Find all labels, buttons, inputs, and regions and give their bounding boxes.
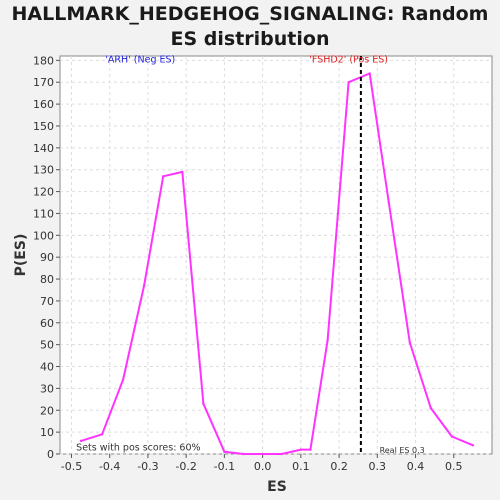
y-tick-label: 70: [40, 295, 54, 308]
x-tick-label: -0.4: [99, 460, 120, 473]
y-tick-label: 100: [33, 229, 54, 242]
y-tick-label: 110: [33, 207, 54, 220]
data-point: [202, 402, 205, 405]
y-tick-label: 80: [40, 273, 54, 286]
data-point: [408, 341, 412, 344]
data-point: [242, 452, 245, 456]
x-tick-label: 0.2: [330, 460, 348, 473]
x-tick-label: 0.4: [407, 460, 425, 473]
data-point: [368, 72, 371, 75]
data-point: [429, 406, 433, 410]
y-tick-label: 30: [40, 382, 54, 395]
chart-title-line-1: HALLMARK_HEDGEHOG_SIGNALING: Random: [11, 3, 489, 25]
x-tick-label: 0.0: [254, 460, 272, 473]
annotation-text: 'ARH' (Neg ES): [105, 55, 175, 66]
y-tick-label: 160: [33, 98, 54, 111]
annotation-text: Real ES 0.3: [380, 446, 425, 455]
x-tick-label: 0.5: [445, 460, 463, 473]
x-tick-label: 0.1: [292, 460, 310, 473]
annotation-text: Sets with pos scores: 60%: [76, 443, 200, 454]
data-point: [181, 170, 184, 174]
y-tick-label: 130: [33, 164, 54, 177]
axes: 0 10 20 30 40 50 60 70 80 90 100 110 120 130 140 150 160…: [33, 54, 463, 473]
data-point: [162, 175, 165, 178]
x-tick-label: -0.1: [214, 460, 235, 473]
y-tick-label: 150: [33, 120, 54, 133]
grid: [60, 56, 492, 455]
annotation-text: 'FSHD2' (Pos ES): [309, 55, 388, 66]
y-tick-label: 90: [40, 251, 54, 264]
y-tick-label: 10: [40, 426, 54, 439]
data-point: [142, 284, 146, 287]
x-tick-label: 0.3: [369, 460, 387, 473]
data-point: [347, 81, 350, 84]
x-tick-label: -0.2: [175, 460, 196, 473]
data-point: [326, 339, 329, 342]
data-point: [387, 201, 390, 204]
y-tick-label: 120: [33, 186, 54, 199]
data-point: [223, 450, 226, 454]
y-tick-label: 40: [40, 361, 54, 374]
data-point: [121, 378, 125, 381]
chart-title: HALLMARK_HEDGEHOG_SIGNALING: Random ES d…: [0, 0, 500, 52]
data-point: [309, 448, 312, 451]
x-tick-label: -0.5: [61, 460, 82, 473]
y-tick-label: 180: [33, 54, 54, 67]
chart-title-line-2: ES distribution: [170, 28, 330, 50]
y-tick-label: 60: [40, 317, 54, 330]
y-tick-label: 170: [33, 76, 54, 89]
y-tick-label: 140: [33, 142, 54, 155]
series-layer: [79, 56, 475, 456]
data-point: [280, 452, 283, 456]
data-point: [79, 439, 83, 443]
x-axis-label: ES: [267, 479, 287, 495]
data-point: [299, 448, 303, 451]
data-point: [450, 435, 454, 438]
y-tick-label: 20: [40, 404, 54, 417]
y-axis-label: P(ES): [13, 234, 29, 277]
data-point: [471, 444, 475, 447]
annotation-layer: 'ARH' (Neg ES) 'FSHD2' (Pos ES) Sets with …: [76, 55, 425, 455]
plot-area: [59, 55, 493, 455]
x-tick-label: -0.3: [137, 460, 158, 473]
y-tick-label: 0: [47, 448, 54, 461]
data-point: [261, 452, 264, 456]
data-point: [100, 433, 104, 436]
y-tick-label: 50: [40, 339, 54, 352]
